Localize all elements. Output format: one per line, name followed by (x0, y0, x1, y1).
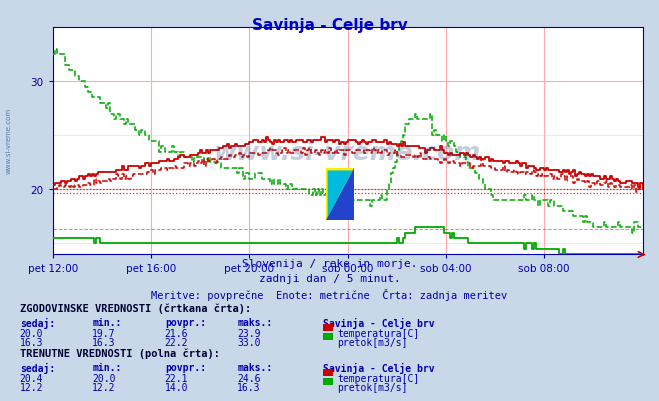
Text: 12.2: 12.2 (20, 382, 43, 392)
Text: 16.3: 16.3 (20, 337, 43, 347)
Text: Savinja - Celje brv: Savinja - Celje brv (252, 18, 407, 33)
Text: 12.2: 12.2 (92, 382, 116, 392)
Text: maks.:: maks.: (237, 362, 272, 372)
Text: TRENUTNE VREDNOSTI (polna črta):: TRENUTNE VREDNOSTI (polna črta): (20, 348, 219, 358)
Text: min.:: min.: (92, 362, 122, 372)
Text: zadnji dan / 5 minut.: zadnji dan / 5 minut. (258, 273, 401, 284)
Text: 22.1: 22.1 (165, 373, 188, 383)
Text: 19.7: 19.7 (92, 328, 116, 338)
Text: pretok[m3/s]: pretok[m3/s] (337, 337, 408, 347)
Text: 24.6: 24.6 (237, 373, 261, 383)
Text: www.si-vreme.com: www.si-vreme.com (5, 107, 12, 173)
Text: min.:: min.: (92, 317, 122, 327)
Text: 20.4: 20.4 (20, 373, 43, 383)
Polygon shape (326, 168, 354, 221)
Text: sedaj:: sedaj: (20, 362, 55, 373)
Text: temperatura[C]: temperatura[C] (337, 328, 420, 338)
Text: 21.6: 21.6 (165, 328, 188, 338)
Text: Savinja - Celje brv: Savinja - Celje brv (323, 317, 434, 328)
Text: Savinja - Celje brv: Savinja - Celje brv (323, 362, 434, 373)
Text: pretok[m3/s]: pretok[m3/s] (337, 382, 408, 392)
Text: 16.3: 16.3 (92, 337, 116, 347)
Text: maks.:: maks.: (237, 317, 272, 327)
Text: 23.9: 23.9 (237, 328, 261, 338)
Text: temperatura[C]: temperatura[C] (337, 373, 420, 383)
Polygon shape (328, 171, 353, 218)
Text: sedaj:: sedaj: (20, 317, 55, 328)
Text: ZGODOVINSKE VREDNOSTI (črtkana črta):: ZGODOVINSKE VREDNOSTI (črtkana črta): (20, 303, 251, 313)
Text: 16.3: 16.3 (237, 382, 261, 392)
Text: www.si-vreme.com: www.si-vreme.com (214, 141, 481, 165)
Text: 20.0: 20.0 (92, 373, 116, 383)
Text: povpr.:: povpr.: (165, 317, 206, 327)
Polygon shape (326, 168, 354, 221)
Text: Meritve: povprečne  Enote: metrične  Črta: zadnja meritev: Meritve: povprečne Enote: metrične Črta:… (152, 288, 507, 300)
Text: 20.0: 20.0 (20, 328, 43, 338)
Text: 14.0: 14.0 (165, 382, 188, 392)
Text: povpr.:: povpr.: (165, 362, 206, 372)
Text: 33.0: 33.0 (237, 337, 261, 347)
Text: 22.2: 22.2 (165, 337, 188, 347)
Text: Slovenija / reke in morje.: Slovenija / reke in morje. (242, 259, 417, 269)
